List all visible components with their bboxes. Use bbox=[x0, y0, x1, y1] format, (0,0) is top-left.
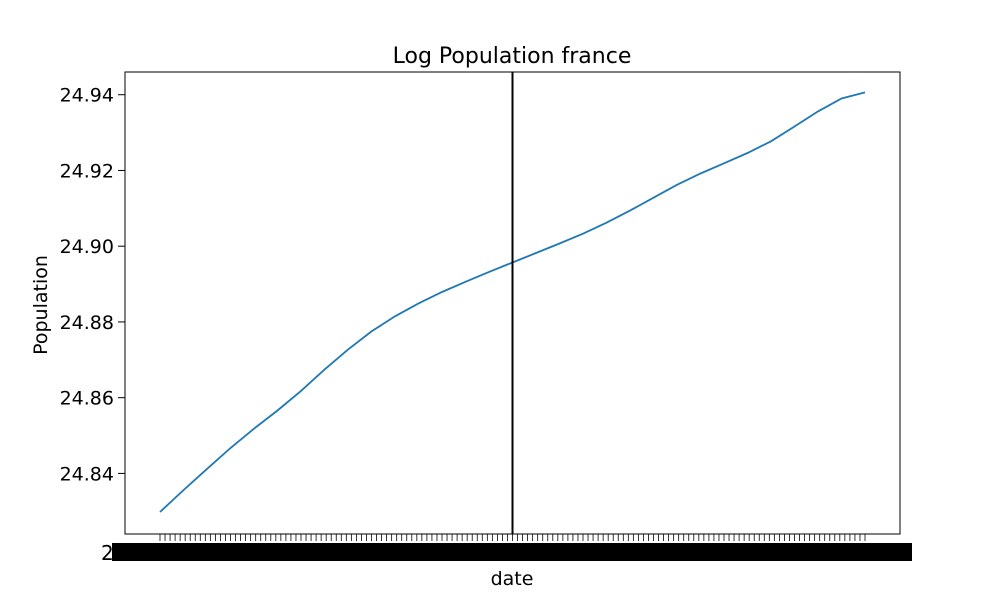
chart-title: Log Population france bbox=[393, 44, 632, 69]
y-tick-label: 24.88 bbox=[60, 312, 114, 334]
plot-area bbox=[124, 71, 901, 535]
y-tick-label: 24.94 bbox=[60, 85, 114, 107]
y-ticks: 24.84 24.86 24.88 24.90 24.92 24.94 bbox=[60, 85, 125, 485]
y-axis-label: Population bbox=[30, 255, 52, 355]
y-tick-label: 24.84 bbox=[60, 463, 114, 485]
y-tick-label: 24.86 bbox=[60, 388, 114, 410]
x-ticks: 2 bbox=[101, 534, 912, 565]
x-tick-labels-overlapping bbox=[112, 543, 912, 561]
y-tick-label: 24.92 bbox=[60, 160, 114, 182]
y-tick-label: 24.90 bbox=[60, 236, 114, 258]
x-tick-label-edge: 2 bbox=[101, 541, 114, 565]
x-axis-label: date bbox=[491, 568, 534, 590]
